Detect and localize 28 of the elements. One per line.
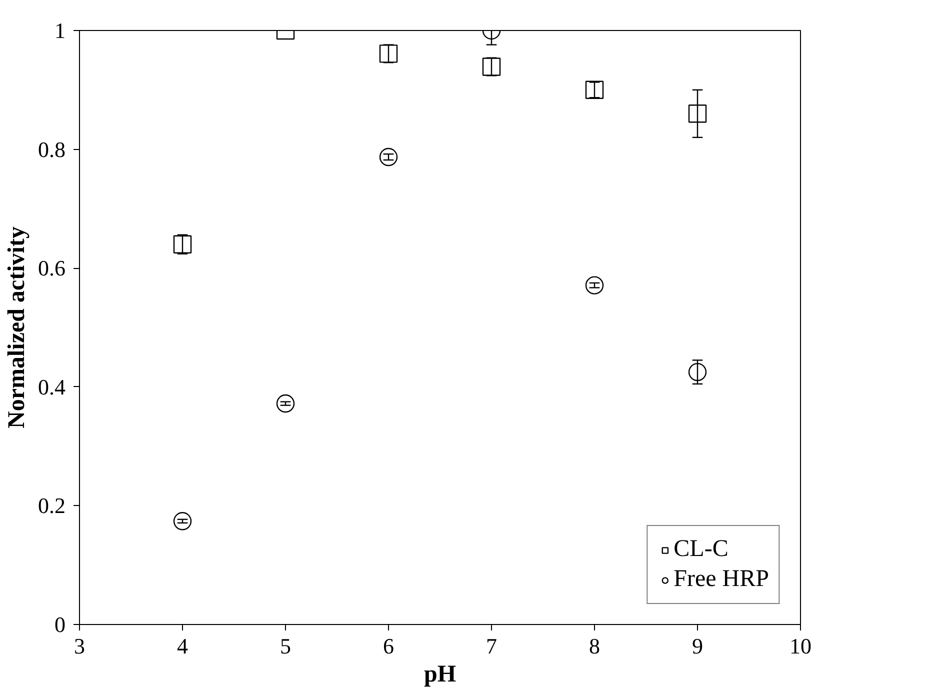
y-tick-label: 0.8 — [38, 136, 66, 162]
point — [173, 235, 192, 254]
y-axis-title: Normalized activity — [4, 226, 30, 428]
y-tick-label: 0.6 — [38, 256, 66, 281]
x-tick-label: 9 — [692, 634, 703, 658]
legend-label: CL-C — [674, 536, 728, 563]
y-tick-label: 0 — [54, 612, 66, 637]
point — [379, 44, 398, 63]
x-tick-label: 5 — [280, 634, 291, 658]
x-tick-label: 6 — [383, 634, 394, 658]
x-axis-title: pH — [424, 662, 456, 688]
y-tick-label: 0.4 — [38, 374, 66, 400]
point — [585, 80, 604, 99]
point — [276, 394, 295, 413]
x-tick-label: 7 — [486, 634, 497, 658]
x-tick-label: 3 — [74, 634, 85, 658]
point — [379, 148, 398, 166]
y-tick-label: 0.2 — [38, 493, 66, 518]
point — [173, 512, 192, 530]
legend-label: Free HRP — [674, 566, 769, 593]
y-tick-label: 1 — [54, 18, 66, 43]
point — [688, 362, 707, 382]
point — [482, 58, 501, 76]
x-tick-label: 4 — [177, 634, 188, 658]
x-tick-label: 10 — [790, 634, 812, 658]
point — [585, 276, 604, 294]
x-tick-label: 8 — [589, 634, 600, 658]
point — [688, 104, 707, 123]
